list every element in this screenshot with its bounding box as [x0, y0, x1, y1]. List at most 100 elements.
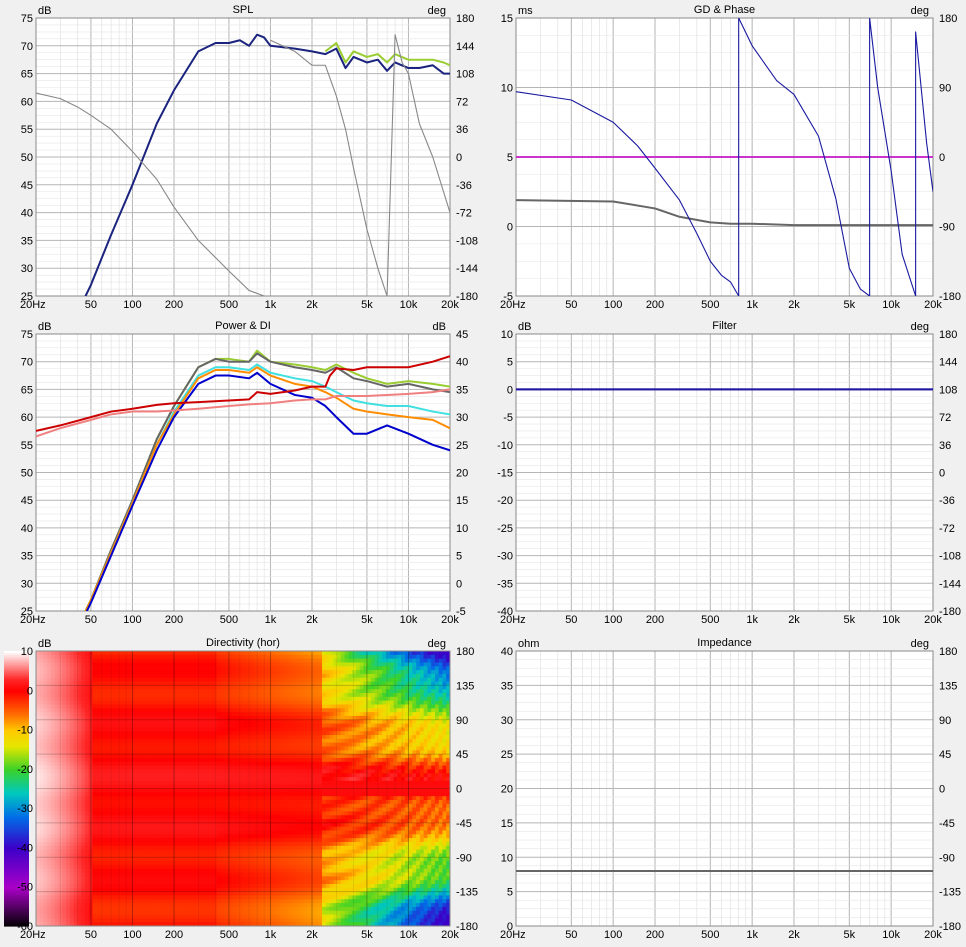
left-tick-label: 45	[21, 180, 33, 192]
x-tick-label: 5k	[844, 929, 856, 941]
x-tick-label: 5k	[361, 614, 373, 626]
x-tick-label: 1k	[746, 929, 758, 941]
x-tick-label: 20k	[441, 614, 459, 626]
left-tick-label: 15	[501, 13, 513, 25]
left-tick-label: 70	[21, 357, 33, 369]
x-tick-label: 1k	[265, 929, 277, 941]
series-line	[85, 371, 450, 611]
left-tick-label: -5	[503, 291, 513, 303]
colorbar-tick-label: -50	[17, 882, 33, 894]
right-tick-label: 90	[939, 83, 951, 95]
x-tick-label: 500	[220, 929, 238, 941]
right-tick-label: -135	[939, 887, 961, 899]
x-tick-label: 20k	[924, 614, 942, 626]
right-tick-label: 30	[456, 412, 468, 424]
left-tick-label: 10	[501, 83, 513, 95]
left-unit-label: ms	[518, 5, 533, 17]
right-unit-label: deg	[911, 5, 929, 17]
right-unit-label: dB	[433, 321, 446, 333]
right-tick-label: -90	[456, 852, 472, 864]
left-tick-label: 70	[21, 41, 33, 53]
left-tick-label: -20	[497, 495, 513, 507]
left-tick-label: 55	[21, 440, 33, 452]
colorbar-tick-label: -30	[17, 803, 33, 815]
left-tick-label: 35	[501, 680, 513, 692]
right-tick-label: -180	[456, 291, 478, 303]
left-tick-label: -35	[497, 578, 513, 590]
right-tick-label: 180	[939, 13, 957, 25]
right-tick-label: -90	[939, 222, 955, 234]
colorbar-tick-label: -10	[17, 725, 33, 737]
left-unit-label: dB	[38, 5, 51, 17]
left-tick-label: 25	[21, 606, 33, 618]
left-tick-label: 40	[21, 208, 33, 220]
x-tick-label: 2k	[788, 929, 800, 941]
x-tick-label: 100	[123, 929, 141, 941]
right-tick-label: 15	[456, 495, 468, 507]
colorbar-tick-label: -60	[17, 921, 33, 933]
x-tick-label: 2k	[788, 614, 800, 626]
left-tick-label: -30	[497, 551, 513, 563]
right-tick-label: -180	[939, 606, 961, 618]
panel-title-impedance: Impedance	[697, 637, 751, 649]
left-tick-label: -5	[503, 412, 513, 424]
x-tick-label: 2k	[306, 614, 318, 626]
left-tick-label: 60	[21, 412, 33, 424]
plot-border	[35, 650, 451, 927]
plot-border	[35, 333, 451, 612]
series-line	[270, 34, 450, 296]
right-tick-label: 10	[456, 523, 468, 535]
x-tick-label: 20k	[924, 929, 942, 941]
right-tick-label: -36	[939, 495, 955, 507]
right-tick-label: 36	[939, 440, 951, 452]
x-tick-label: 5k	[361, 929, 373, 941]
x-tick-label: 10k	[882, 929, 900, 941]
right-tick-label: 25	[456, 440, 468, 452]
left-tick-label: 30	[21, 263, 33, 275]
left-tick-label: 55	[21, 124, 33, 136]
panel-title-gd: GD & Phase	[694, 4, 755, 16]
x-tick-label: 500	[220, 614, 238, 626]
x-tick-label: 20Hz	[500, 614, 526, 626]
panel-impedance	[515, 650, 934, 927]
x-tick-label: 100	[604, 929, 622, 941]
x-tick-label: 10k	[882, 614, 900, 626]
x-tick-label: 50	[565, 614, 577, 626]
left-unit-label: ohm	[518, 638, 539, 650]
left-tick-label: 5	[507, 887, 513, 899]
series-line	[84, 366, 450, 611]
x-tick-label: 5k	[361, 299, 373, 311]
right-tick-label: 72	[939, 412, 951, 424]
left-unit-label: dB	[38, 321, 51, 333]
left-tick-label: 25	[501, 749, 513, 761]
left-tick-label: 10	[501, 852, 513, 864]
right-tick-label: 0	[456, 578, 462, 590]
x-tick-label: 10k	[882, 299, 900, 311]
x-tick-label: 500	[701, 929, 719, 941]
series-line	[36, 355, 450, 432]
x-tick-label: 1k	[265, 614, 277, 626]
right-tick-label: -144	[456, 263, 478, 275]
series-line	[516, 18, 933, 296]
right-tick-label: 0	[456, 784, 462, 796]
right-tick-label: 20	[456, 468, 468, 480]
right-tick-label: -180	[939, 921, 961, 933]
left-tick-label: 0	[507, 222, 513, 234]
colorbar-tick-label: 10	[21, 646, 33, 658]
x-tick-label: 2k	[306, 929, 318, 941]
right-tick-label: -72	[939, 523, 955, 535]
left-tick-label: 75	[21, 13, 33, 25]
x-tick-label: 200	[646, 299, 664, 311]
x-tick-label: 50	[565, 299, 577, 311]
x-tick-label: 20k	[441, 929, 459, 941]
right-tick-label: -45	[456, 818, 472, 830]
left-tick-label: 45	[21, 495, 33, 507]
x-tick-label: 200	[165, 614, 183, 626]
left-tick-label: 60	[21, 96, 33, 108]
left-tick-label: -25	[497, 523, 513, 535]
left-tick-label: 10	[501, 329, 513, 341]
left-tick-label: 5	[507, 357, 513, 369]
left-tick-label: -40	[497, 606, 513, 618]
